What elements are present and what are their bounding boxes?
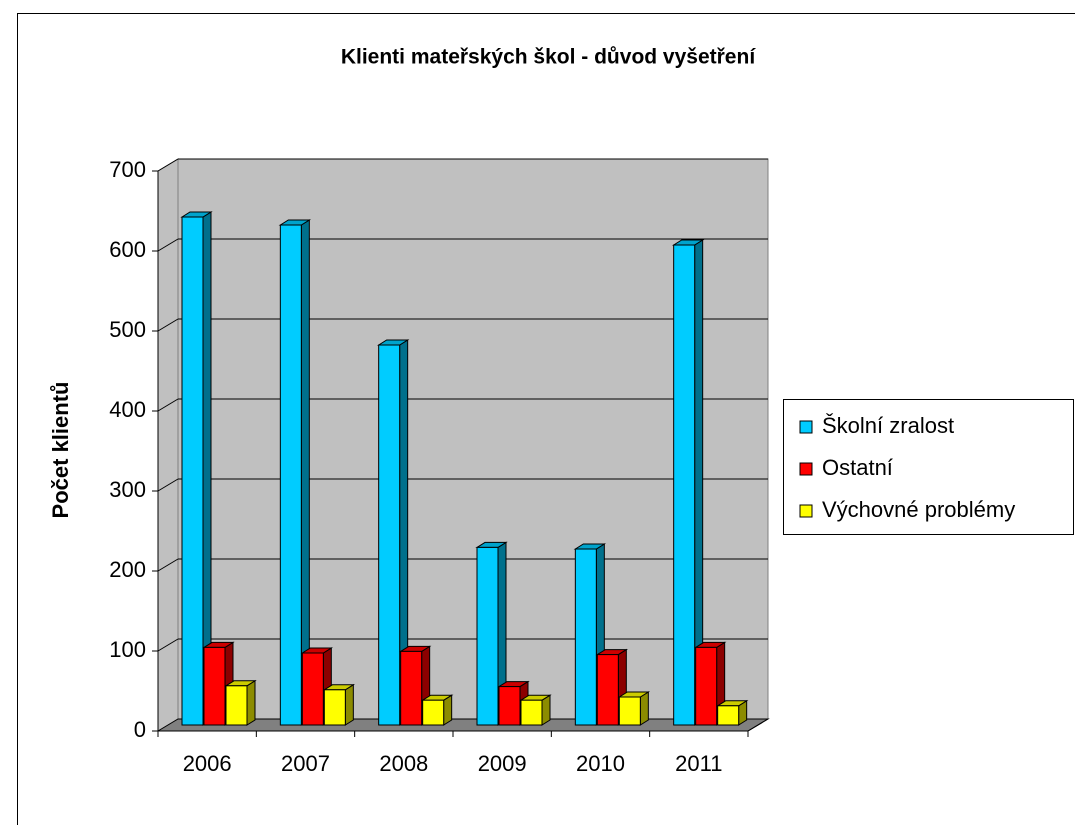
bar-front [521,700,542,725]
bar-side [247,681,255,725]
bar-front [204,647,225,725]
legend-swatch [800,463,812,475]
bar [619,692,648,725]
bar-front [280,225,301,725]
bar-front [619,697,640,725]
y-tick-label: 300 [109,477,146,502]
bar [280,220,309,725]
bar-side [345,685,353,725]
y-tick-label: 600 [109,237,146,262]
y-tick-label: 200 [109,557,146,582]
legend-label: Ostatní [822,455,893,480]
legend-label: Výchovné problémy [822,497,1015,522]
y-axis-label: Počet klientů [48,382,73,519]
bar-front [324,690,345,725]
bar-front [302,653,323,725]
bar-front [499,687,520,725]
legend-swatch [800,505,812,517]
bar-front [575,549,596,725]
bar-front [597,655,618,725]
bar-front [379,345,400,725]
y-tick-label: 500 [109,317,146,342]
x-tick-label: 2008 [379,751,428,776]
legend-label: Školní zralost [822,413,954,438]
y-tick-label: 400 [109,397,146,422]
x-tick-label: 2009 [478,751,527,776]
bar-front [674,245,695,725]
bar [718,701,747,725]
bar-front [718,706,739,725]
y-tick-label: 0 [134,717,146,742]
x-tick-label: 2006 [183,751,232,776]
bar-side [640,692,648,725]
legend-swatch [800,421,812,433]
chart-title: Klienti mateřských škol - důvod vyšetřen… [341,46,756,69]
x-tick-label: 2010 [576,751,625,776]
y-tick-label: 700 [109,157,146,182]
x-tick-label: 2007 [281,751,330,776]
bar-front [696,647,717,725]
bar-front [226,686,247,725]
bar-front [401,651,422,725]
bar-front [477,547,498,725]
y-tick-label: 100 [109,637,146,662]
bar [423,695,452,725]
bar-front [423,700,444,725]
bar [226,681,255,725]
bar-front [182,217,203,725]
x-tick-label: 2011 [675,751,722,776]
bar [521,695,550,725]
bar [324,685,353,725]
